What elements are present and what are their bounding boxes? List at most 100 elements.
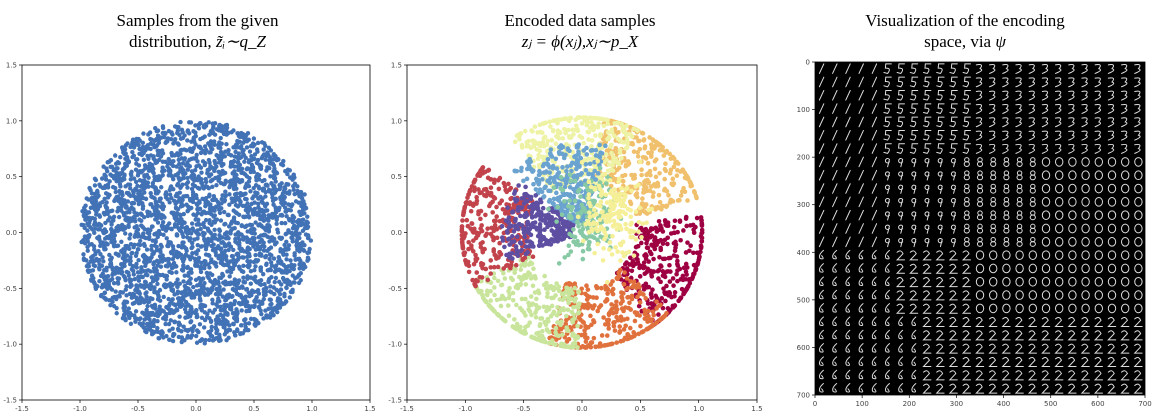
scatter-point <box>502 276 508 281</box>
panel-1-title-line2: distribution, <box>129 32 216 51</box>
scatter-point <box>610 163 615 168</box>
scatter-point <box>530 283 536 289</box>
scatter-point <box>512 325 518 331</box>
scatter-point <box>279 212 285 218</box>
scatter-point <box>502 296 508 302</box>
scatter-point <box>253 278 258 284</box>
scatter-point <box>609 127 615 132</box>
scatter-point <box>664 203 669 209</box>
scatter-point <box>115 279 121 285</box>
scatter-point <box>108 209 113 214</box>
scatter-point <box>605 130 611 135</box>
scatter-point <box>490 199 495 205</box>
scatter-point <box>189 186 195 192</box>
scatter-point <box>223 178 228 183</box>
scatter-point <box>479 190 484 195</box>
scatter-point <box>259 140 265 145</box>
scatter-point <box>249 288 255 293</box>
scatter-point <box>148 146 153 152</box>
scatter-point <box>646 308 651 314</box>
scatter-point <box>236 177 242 183</box>
scatter-point <box>519 262 524 268</box>
scatter-point <box>90 256 95 262</box>
scatter-point <box>587 167 593 173</box>
scatter-point <box>570 127 575 133</box>
scatter-point <box>92 230 97 236</box>
scatter-point <box>212 158 217 164</box>
scatter-point <box>273 170 279 175</box>
scatter-point <box>518 281 524 287</box>
scatter-point <box>642 179 647 185</box>
scatter-point <box>604 297 610 303</box>
scatter-point <box>287 189 292 194</box>
scatter-point <box>602 159 607 165</box>
scatter-point <box>103 229 109 234</box>
scatter-point <box>196 259 201 264</box>
scatter-point <box>271 152 276 157</box>
scatter-point <box>97 214 103 219</box>
scatter-point <box>534 296 539 302</box>
scatter-point <box>581 140 586 146</box>
scatter-point <box>155 325 160 331</box>
scatter-point <box>224 132 229 137</box>
scatter-point <box>134 295 139 300</box>
scatter-point <box>212 227 217 233</box>
scatter-point <box>217 253 222 258</box>
scatter-point <box>246 321 252 326</box>
scatter-point <box>219 240 224 245</box>
scatter-point <box>523 282 529 287</box>
scatter-point <box>664 283 669 289</box>
scatter-point <box>475 173 480 178</box>
scatter-point <box>656 276 661 281</box>
scatter-point <box>664 148 670 154</box>
scatter-point <box>571 305 576 310</box>
scatter-point <box>492 222 498 228</box>
scatter-point <box>117 181 123 187</box>
scatter-point <box>612 120 617 126</box>
scatter-point <box>621 282 627 287</box>
scatter-point <box>622 270 627 275</box>
scatter-point <box>690 222 696 228</box>
scatter-point <box>193 142 198 147</box>
scatter-point <box>196 329 201 335</box>
scatter-point <box>286 243 292 248</box>
scatter-point <box>271 157 276 162</box>
scatter-point <box>277 291 283 297</box>
scatter-point <box>167 221 172 226</box>
scatter-point <box>184 225 190 230</box>
scatter-point <box>518 267 524 272</box>
scatter-point <box>273 196 278 202</box>
scatter-point <box>190 251 195 256</box>
scatter-point <box>233 149 238 155</box>
scatter-point <box>190 182 196 187</box>
scatter-point <box>522 128 528 134</box>
scatter-point <box>554 281 559 286</box>
scatter-point <box>239 323 244 328</box>
scatter-point <box>614 314 619 320</box>
scatter-point <box>295 247 300 252</box>
scatter-point <box>621 291 626 296</box>
scatter-point <box>166 256 172 262</box>
scatter-point <box>656 218 662 224</box>
scatter-point <box>102 296 108 301</box>
scatter-point <box>670 176 676 182</box>
scatter-point <box>144 268 149 274</box>
scatter-point <box>99 292 104 298</box>
scatter-point <box>471 180 477 185</box>
scatter-point <box>635 128 640 133</box>
scatter-point <box>269 290 274 295</box>
scatter-point <box>227 327 233 333</box>
scatter-point <box>180 231 185 237</box>
scatter-point <box>186 286 191 291</box>
scatter-point <box>649 242 654 248</box>
scatter-point <box>626 294 631 300</box>
scatter-point <box>579 286 585 292</box>
scatter-point <box>585 324 591 330</box>
scatter-point <box>459 239 465 244</box>
scatter-point <box>229 253 235 259</box>
scatter-point <box>142 173 147 178</box>
scatter-point <box>562 126 567 132</box>
scatter-point <box>632 172 637 178</box>
scatter-point <box>566 118 572 124</box>
scatter-point <box>216 207 222 212</box>
